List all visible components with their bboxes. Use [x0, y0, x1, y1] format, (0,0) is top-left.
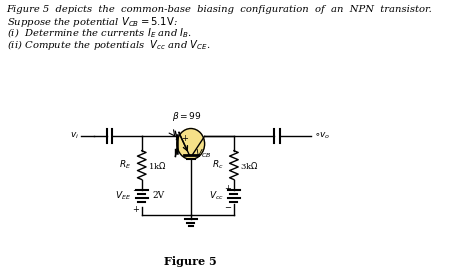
Text: $V_{CB}$: $V_{CB}$ [195, 148, 212, 160]
Text: $v_i$: $v_i$ [70, 131, 79, 141]
Text: $+$: $+$ [181, 133, 189, 143]
Text: Figure 5  depicts  the  common-base  biasing  configuration  of  an  NPN  transi: Figure 5 depicts the common-base biasing… [7, 5, 432, 14]
Text: 2V: 2V [152, 192, 164, 200]
Text: $\beta = 99$: $\beta = 99$ [172, 110, 201, 123]
Text: $\circ v_o$: $\circ v_o$ [314, 131, 330, 141]
Text: $-$: $-$ [184, 152, 192, 161]
Text: $V_{EE}$: $V_{EE}$ [115, 190, 131, 202]
Text: $R_c$: $R_c$ [212, 159, 224, 171]
Text: 1k$\Omega$: 1k$\Omega$ [148, 160, 166, 171]
Text: $-$: $-$ [132, 184, 140, 193]
Text: $V_{cc}$: $V_{cc}$ [209, 190, 224, 202]
Text: Suppose the potential $V_{CB}=5.1\mathrm{V}$:: Suppose the potential $V_{CB}=5.1\mathrm… [7, 15, 177, 29]
Text: (i)  Determine the currents $I_E$ and $I_B$.: (i) Determine the currents $I_E$ and $I_… [7, 26, 192, 40]
Text: 3k$\Omega$: 3k$\Omega$ [240, 160, 258, 171]
Text: $+$: $+$ [224, 183, 232, 193]
Circle shape [177, 129, 205, 159]
Text: $R_E$: $R_E$ [119, 159, 131, 171]
Text: (ii) Compute the potentials  $V_{cc}$ and $V_{CE}$.: (ii) Compute the potentials $V_{cc}$ and… [7, 38, 210, 52]
Text: $+$: $+$ [132, 204, 140, 214]
Text: Figure 5: Figure 5 [164, 256, 217, 267]
Text: $-$: $-$ [224, 201, 232, 210]
